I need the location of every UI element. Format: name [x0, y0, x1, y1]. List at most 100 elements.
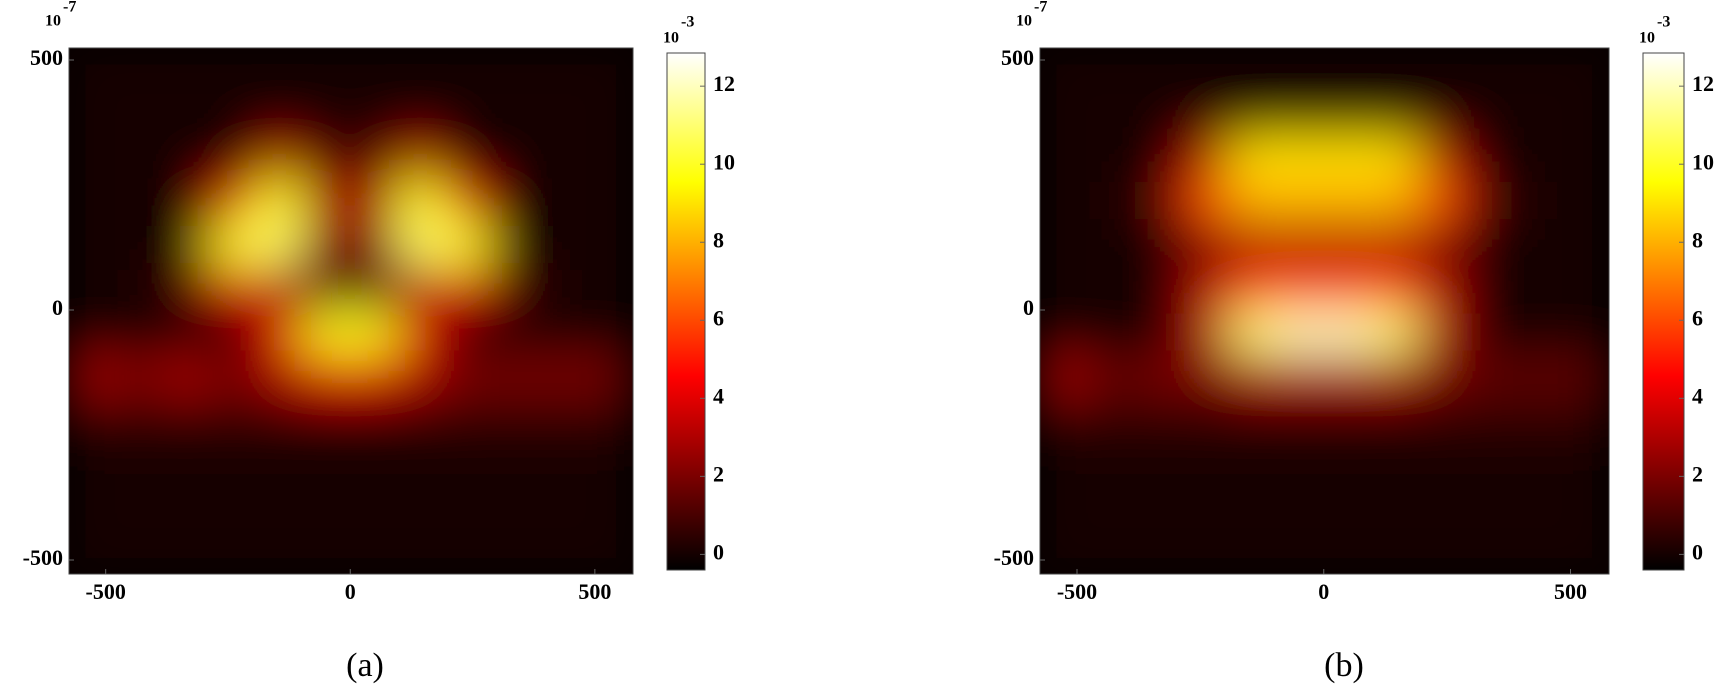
heatmap-cells — [1040, 48, 1609, 574]
heatmap-cell — [1228, 485, 1278, 532]
heatmap-cell — [208, 48, 258, 93]
heatmap-cell — [1040, 178, 1089, 225]
heatmap-cell — [255, 310, 305, 356]
heatmap-cell — [1133, 441, 1184, 488]
heatmap-cell — [1418, 178, 1468, 225]
heatmap-cell — [161, 485, 211, 532]
heatmap-cell — [114, 398, 164, 444]
heatmap-cell — [584, 485, 633, 532]
heatmap-cell — [114, 310, 164, 356]
y-exponent-power: -7 — [63, 0, 76, 16]
heatmap-cell — [584, 222, 633, 269]
heatmap-cell — [1465, 310, 1515, 356]
heatmap-cell — [1512, 310, 1563, 356]
heatmap-cell — [1133, 134, 1184, 181]
heatmap-cell — [490, 134, 540, 181]
heatmap-cell — [69, 134, 117, 181]
heatmap-cell — [490, 398, 540, 444]
colorbar-tick-label: 8 — [713, 227, 724, 252]
heatmap-cell — [1512, 266, 1563, 313]
heatmap-cell — [208, 529, 258, 574]
y-tick-label: 500 — [30, 45, 63, 70]
heatmap-cell — [208, 222, 258, 269]
heatmap-cell — [114, 178, 164, 225]
x-tick-label: 0 — [1318, 579, 1329, 604]
heatmap-cell — [255, 485, 305, 532]
colorbar-tick-label: 6 — [1692, 305, 1703, 330]
heatmap-cell — [1228, 529, 1278, 574]
heatmap-cell — [584, 398, 633, 444]
heatmap-cell — [1323, 178, 1373, 225]
heatmap-cell — [161, 354, 211, 400]
heatmap-cell — [443, 48, 493, 93]
heatmap-cell — [443, 310, 493, 356]
heatmap-cell — [396, 398, 446, 444]
heatmap-cell — [1181, 354, 1231, 400]
heatmap-cell — [302, 266, 352, 313]
heatmap-cell — [1370, 310, 1421, 356]
heatmap-cell — [1323, 398, 1373, 444]
heatmap-cell — [1323, 91, 1373, 137]
heatmap-cell — [1040, 222, 1089, 269]
heatmap-cell — [1040, 485, 1089, 532]
heatmap-cell — [255, 529, 305, 574]
x-tick-label: -500 — [86, 579, 126, 604]
colorbar-exponent-base: 10 — [1639, 30, 1655, 47]
heatmap-cell — [396, 91, 446, 137]
heatmap-cell — [1465, 266, 1515, 313]
heatmap-cell — [1512, 529, 1563, 574]
heatmap-cell — [1418, 441, 1468, 488]
heatmap-cell — [537, 441, 587, 488]
heatmap-cell — [1228, 441, 1278, 488]
heatmap-cell — [349, 134, 399, 181]
heatmap-cell — [490, 529, 540, 574]
heatmap-cell — [255, 266, 305, 313]
heatmap-cell — [69, 91, 117, 137]
heatmap-cell — [1086, 529, 1136, 574]
heatmap-cell — [537, 266, 587, 313]
heatmap-cell — [1040, 310, 1089, 356]
heatmap-cell — [1560, 48, 1609, 93]
heatmap-cell — [208, 354, 258, 400]
heatmap-cell — [1418, 91, 1468, 137]
x-tick-label: 500 — [1554, 579, 1587, 604]
heatmap-cell — [1040, 398, 1089, 444]
heatmap-cell — [1275, 266, 1326, 313]
heatmap-cell — [1228, 310, 1278, 356]
heatmap-cell — [255, 398, 305, 444]
heatmap-cell — [1512, 222, 1563, 269]
caption: (b) — [1324, 647, 1364, 684]
x-tick-label: 500 — [578, 579, 611, 604]
heatmap-cell — [1086, 266, 1136, 313]
heatmap-cell — [1560, 266, 1609, 313]
heatmap-cell — [69, 266, 117, 313]
heatmap-cell — [1465, 354, 1515, 400]
heatmap-cell — [1560, 222, 1609, 269]
heatmap-cell — [490, 485, 540, 532]
heatmap-cell — [349, 485, 399, 532]
heatmap-cell — [349, 48, 399, 93]
heatmap-cell — [1086, 222, 1136, 269]
heatmap-cell — [396, 310, 446, 356]
heatmap-cell — [114, 529, 164, 574]
y-exponent-base: 10 — [1016, 13, 1032, 30]
heatmap-cell — [255, 222, 305, 269]
heatmap-cell — [1040, 134, 1089, 181]
heatmap-cell — [302, 310, 352, 356]
heatmap-cell — [1465, 398, 1515, 444]
heatmap-cell — [1228, 398, 1278, 444]
heatmap-cell — [1133, 178, 1184, 225]
heatmap-cell — [1418, 222, 1468, 269]
heatmap-cell — [1512, 485, 1563, 532]
heatmap-cell — [490, 266, 540, 313]
heatmap-cell — [443, 529, 493, 574]
y-tick-label: 0 — [52, 295, 63, 320]
heatmap-cell — [584, 91, 633, 137]
colorbar-tick-label: 10 — [713, 149, 735, 174]
heatmap-cell — [396, 441, 446, 488]
heatmap-cell — [490, 310, 540, 356]
heatmap-cell — [208, 91, 258, 137]
heatmap-cell — [208, 134, 258, 181]
heatmap-cell — [396, 354, 446, 400]
